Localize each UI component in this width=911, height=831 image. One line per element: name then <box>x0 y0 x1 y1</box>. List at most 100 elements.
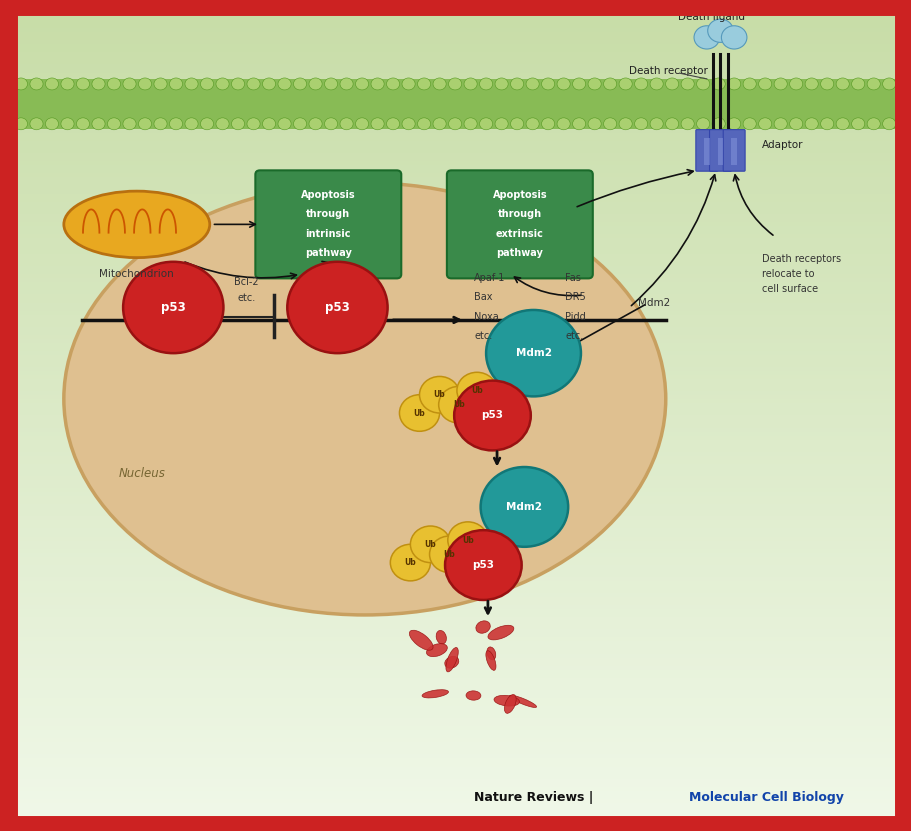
Circle shape <box>619 78 631 90</box>
Text: Ub: Ub <box>434 391 445 399</box>
Circle shape <box>650 78 662 90</box>
Text: Bax: Bax <box>474 293 492 302</box>
Circle shape <box>851 118 864 130</box>
Circle shape <box>619 118 631 130</box>
Circle shape <box>696 118 709 130</box>
Circle shape <box>727 118 740 130</box>
Ellipse shape <box>422 690 448 698</box>
Circle shape <box>410 526 450 563</box>
Bar <box>731 138 736 165</box>
Circle shape <box>355 118 368 130</box>
Bar <box>703 138 709 165</box>
Circle shape <box>495 78 507 90</box>
Circle shape <box>634 118 647 130</box>
Circle shape <box>107 118 120 130</box>
Circle shape <box>340 78 353 90</box>
Circle shape <box>287 262 387 353</box>
Circle shape <box>447 522 487 558</box>
Text: p53: p53 <box>481 411 503 420</box>
Circle shape <box>386 118 399 130</box>
Circle shape <box>433 78 445 90</box>
Ellipse shape <box>409 630 433 650</box>
Circle shape <box>526 78 538 90</box>
Circle shape <box>92 118 105 130</box>
Circle shape <box>324 78 337 90</box>
Text: through: through <box>497 209 541 219</box>
Text: pathway: pathway <box>496 248 543 258</box>
Circle shape <box>727 78 740 90</box>
Circle shape <box>107 78 120 90</box>
Text: Nature Reviews |: Nature Reviews | <box>474 791 598 804</box>
Text: Ub: Ub <box>453 401 464 409</box>
Text: Apoptosis: Apoptosis <box>492 190 547 200</box>
Text: Ub: Ub <box>444 550 455 558</box>
Circle shape <box>866 118 879 130</box>
Circle shape <box>681 118 693 130</box>
Circle shape <box>742 118 755 130</box>
Circle shape <box>61 78 74 90</box>
Ellipse shape <box>486 647 496 660</box>
Circle shape <box>278 78 291 90</box>
Circle shape <box>30 78 43 90</box>
Circle shape <box>541 118 554 130</box>
Circle shape <box>123 262 223 353</box>
Circle shape <box>665 78 678 90</box>
Circle shape <box>696 78 709 90</box>
Ellipse shape <box>445 647 457 672</box>
Ellipse shape <box>476 621 490 633</box>
Circle shape <box>309 78 322 90</box>
Ellipse shape <box>64 191 210 258</box>
Text: pathway: pathway <box>304 248 352 258</box>
Circle shape <box>758 118 771 130</box>
Circle shape <box>665 118 678 130</box>
Circle shape <box>634 78 647 90</box>
Circle shape <box>851 78 864 90</box>
Circle shape <box>123 78 136 90</box>
Circle shape <box>154 118 167 130</box>
Circle shape <box>495 118 507 130</box>
Circle shape <box>216 78 229 90</box>
Text: through: through <box>306 209 350 219</box>
Text: Ub: Ub <box>425 540 435 548</box>
Circle shape <box>650 118 662 130</box>
Circle shape <box>773 118 786 130</box>
Circle shape <box>433 118 445 130</box>
Circle shape <box>773 78 786 90</box>
Circle shape <box>835 118 848 130</box>
Circle shape <box>486 310 580 396</box>
Circle shape <box>30 118 43 130</box>
Circle shape <box>15 78 27 90</box>
Circle shape <box>77 118 89 130</box>
Circle shape <box>278 118 291 130</box>
FancyBboxPatch shape <box>695 130 717 171</box>
Text: Ub: Ub <box>414 409 425 417</box>
Bar <box>14 79 897 129</box>
Circle shape <box>464 118 476 130</box>
Circle shape <box>185 118 198 130</box>
Circle shape <box>247 118 260 130</box>
Circle shape <box>464 78 476 90</box>
Text: etc.: etc. <box>474 331 492 341</box>
Circle shape <box>557 78 569 90</box>
Circle shape <box>588 78 600 90</box>
Circle shape <box>154 78 167 90</box>
Circle shape <box>480 467 568 547</box>
Circle shape <box>510 118 523 130</box>
Text: Fas: Fas <box>565 273 580 283</box>
Circle shape <box>448 78 461 90</box>
Ellipse shape <box>494 696 519 706</box>
Circle shape <box>46 78 58 90</box>
Circle shape <box>438 386 478 423</box>
FancyBboxPatch shape <box>722 130 744 171</box>
Text: intrinsic: intrinsic <box>305 229 351 238</box>
Circle shape <box>693 26 719 49</box>
Circle shape <box>293 118 306 130</box>
Circle shape <box>61 118 74 130</box>
Circle shape <box>169 78 182 90</box>
FancyBboxPatch shape <box>446 170 592 278</box>
Circle shape <box>247 78 260 90</box>
Text: Apoptosis: Apoptosis <box>301 190 355 200</box>
Text: Ub: Ub <box>471 386 482 395</box>
Circle shape <box>138 118 151 130</box>
Text: Apaf-1: Apaf-1 <box>474 273 505 283</box>
